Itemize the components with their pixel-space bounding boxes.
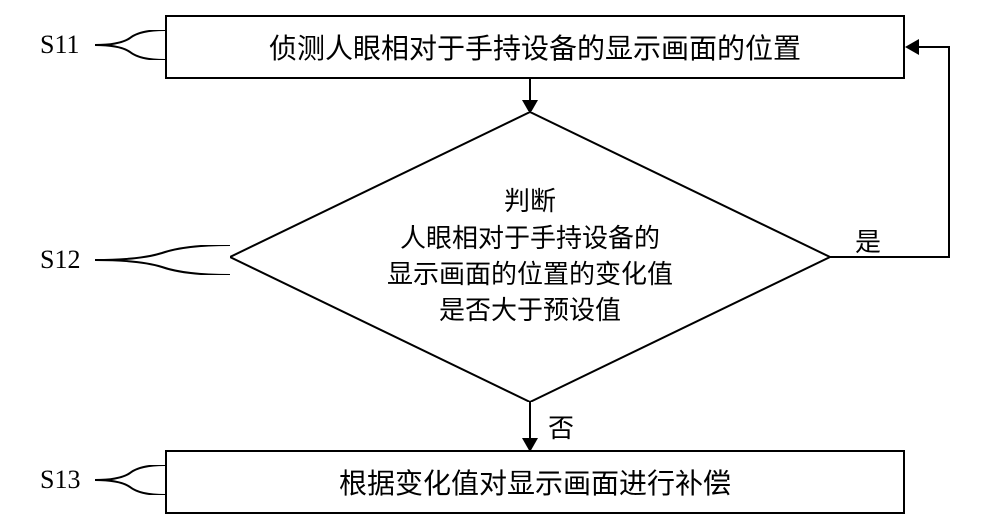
- step-label-text: S13: [40, 465, 80, 494]
- edge-label-yes: 是: [855, 222, 881, 259]
- arrow-s12-s11-v: [948, 46, 950, 258]
- step-label-s12: S12: [40, 245, 80, 275]
- arrow-s12-s13: [529, 402, 531, 442]
- decision-line-2: 人眼相对于手持设备的: [400, 221, 660, 257]
- step-label-text: S12: [40, 245, 80, 274]
- process-text: 侦测人眼相对于手持设备的显示画面的位置: [269, 27, 801, 67]
- process-box-s13: 根据变化值对显示画面进行补偿: [165, 450, 905, 514]
- decision-line-3: 显示画面的位置的变化值: [387, 257, 673, 293]
- arrow-s12-s11-h2: [917, 46, 950, 48]
- step-label-s11: S11: [40, 30, 80, 60]
- edge-label-no: 否: [548, 408, 574, 445]
- step-label-s13: S13: [40, 465, 80, 495]
- bracket-s13: [95, 465, 165, 495]
- bracket-s12: [95, 245, 230, 275]
- process-text: 根据变化值对显示画面进行补偿: [339, 462, 731, 502]
- edge-label-text: 否: [548, 414, 574, 443]
- arrowhead-s12-s11: [905, 39, 919, 55]
- decision-diamond-s12: 判断 人眼相对于手持设备的 显示画面的位置的变化值 是否大于预设值: [230, 112, 830, 402]
- process-box-s11: 侦测人眼相对于手持设备的显示画面的位置: [165, 15, 905, 79]
- decision-text-container: 判断 人眼相对于手持设备的 显示画面的位置的变化值 是否大于预设值: [230, 112, 830, 402]
- step-label-text: S11: [40, 30, 80, 59]
- edge-label-text: 是: [855, 228, 881, 257]
- arrow-s12-s11-h1: [830, 256, 950, 258]
- decision-line-1: 判断: [504, 184, 556, 220]
- decision-line-4: 是否大于预设值: [439, 293, 621, 329]
- bracket-s11: [95, 30, 165, 60]
